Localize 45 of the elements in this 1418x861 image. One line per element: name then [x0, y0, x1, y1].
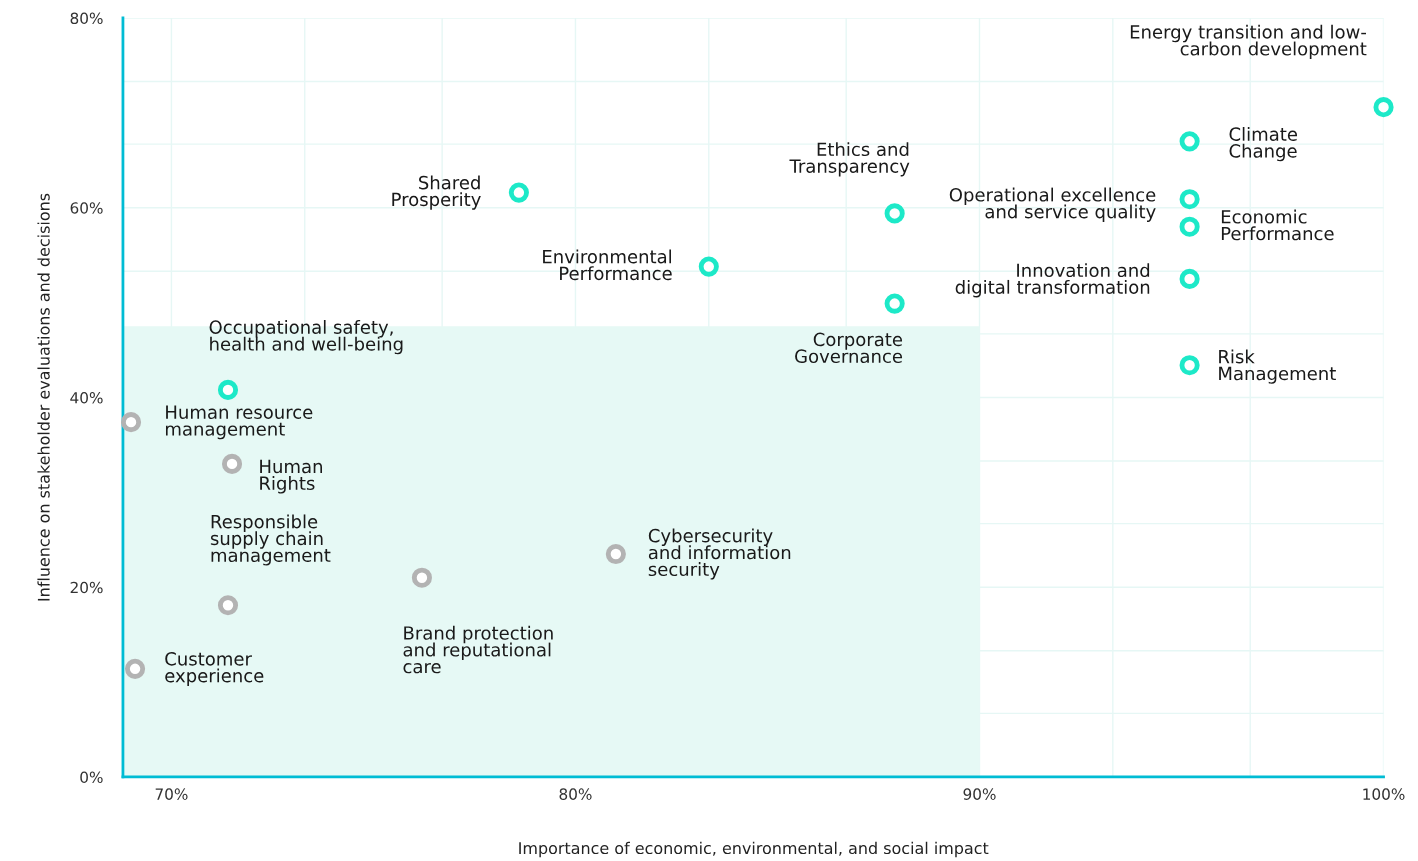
annotation: Risk Management: [1219, 349, 1336, 384]
point: [605, 543, 626, 565]
point: [508, 182, 529, 203]
annotation: Climate Change: [1229, 126, 1298, 162]
y-tick-label: 20%: [70, 581, 103, 594]
point: [124, 658, 146, 679]
annotation: Brand protection and reputational care: [403, 625, 553, 674]
y-tick-label: 80%: [70, 12, 103, 25]
annotation: Innovation and digital transformation: [955, 263, 1150, 298]
annotation: Environmental Performance: [543, 249, 672, 281]
point: [1179, 268, 1200, 289]
x-tick-label: 90%: [963, 788, 996, 800]
annotation: Shared Prosperity: [392, 175, 481, 210]
y-axis-title: Influence on stakeholder evaluations and decisions: [37, 193, 50, 601]
point: [221, 453, 243, 474]
point: [1373, 97, 1394, 118]
annotation: Operational excellence and service quality: [949, 187, 1156, 222]
annotation: Human resource management: [165, 405, 313, 440]
annotation: Corporate Governance: [795, 332, 903, 364]
point: [698, 256, 719, 277]
y-tick-label: 0%: [80, 771, 103, 783]
point: [1179, 189, 1200, 210]
x-tick-label: 80%: [559, 788, 592, 800]
annotation: Occupational safety, health and well-being: [209, 319, 403, 355]
annotation: Human Rights: [260, 459, 322, 494]
point: [1179, 216, 1200, 237]
point: [1179, 355, 1200, 376]
annotation: Customer experience: [165, 652, 264, 686]
y-tick-label: 60%: [70, 202, 103, 214]
annotation: Economic Performance: [1221, 209, 1334, 241]
x-tick-label: 100%: [1363, 788, 1405, 800]
annotation: Responsible supply chain management: [210, 514, 331, 566]
x-tick-label: 70%: [155, 788, 188, 800]
point: [120, 412, 142, 433]
y-tick-label: 40%: [70, 391, 103, 404]
point: [217, 595, 239, 616]
x-axis-title: Importance of economic, environmental, and social impact: [519, 841, 989, 858]
point: [1179, 131, 1200, 152]
point: [217, 379, 239, 400]
point: [411, 567, 432, 588]
annotation: Cybersecurity and information security: [648, 528, 791, 580]
point: [884, 203, 905, 224]
annotation: Ethics and Transparency: [789, 142, 910, 177]
point: [884, 293, 905, 314]
annotation: Energy transition and low- carbon development: [1130, 24, 1367, 60]
